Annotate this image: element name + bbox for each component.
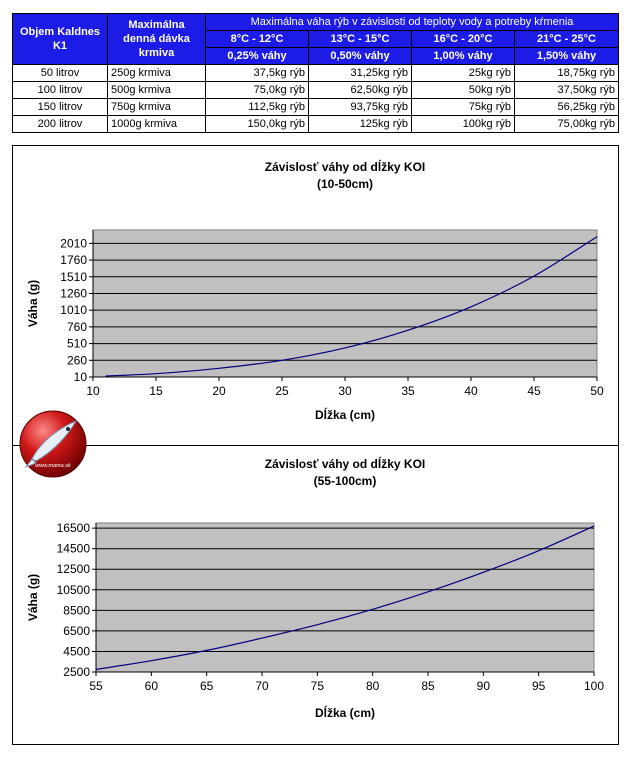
weight-length-chart-large: 2500 4500 6500 8500 10500 12500 14500 16500 55 60… (26, 456, 604, 720)
cell-value: 75kg rýb (411, 98, 515, 116)
cell-value: 56,25kg rýb (513, 98, 620, 116)
x-tick-label: 75 (311, 679, 325, 693)
x-tick-label: 95 (532, 679, 546, 693)
x-tick-label: 35 (401, 384, 415, 398)
fish-icon (24, 419, 78, 469)
feeding-table: Objem Kaldnes K1 Maximálna denná dávka k… (12, 13, 620, 133)
cell-feed: 500g krmiva (107, 81, 206, 99)
header-max-weight: Maximálna váha rýb v závislosti od teplo… (204, 13, 620, 31)
charts-frame: 10 260 510 760 1010 1260 1510 1760 2010 10 15 20 25 3… (12, 145, 619, 745)
x-tick-label: 50 (590, 384, 604, 398)
table-row: 50 litrov 250g krmiva 37,5kg rýb 31,25kg… (12, 64, 620, 82)
cell-volume: 50 litrov (12, 64, 108, 82)
cell-value: 100kg rýb (411, 115, 515, 133)
x-tick-label: 10 (86, 384, 100, 398)
cell-value: 25kg rýb (411, 64, 515, 82)
x-tick-label: 15 (149, 384, 163, 398)
table-row: 200 litrov 1000g krmiva 150,0kg rýb 125k… (12, 115, 620, 133)
y-axis-label: Váha (g) (26, 280, 40, 327)
chart-subtitle: (10-50cm) (317, 177, 373, 191)
cell-value: 62,50kg rýb (308, 81, 412, 99)
cell-volume: 150 litrov (12, 98, 108, 116)
chart-title: Závislosť váhy od dĺžky KOI (265, 456, 425, 471)
cell-volume: 100 litrov (12, 81, 108, 99)
y-tick-label: 1010 (60, 303, 87, 317)
table-row: 150 litrov 750g krmiva 112,5kg rýb 93,75… (12, 98, 620, 116)
cell-value: 112,5kg rýb (205, 98, 309, 116)
cell-feed: 1000g krmiva (107, 115, 206, 133)
series-line (95, 525, 595, 670)
cell-value: 18,75kg rýb (513, 64, 620, 82)
cell-value: 37,5kg rýb (205, 64, 309, 82)
cell-value: 31,25kg rýb (308, 64, 412, 82)
x-tick-label: 80 (366, 679, 380, 693)
table-header-row: Objem Kaldnes K1 Maximálna denná dávka k… (12, 13, 620, 65)
y-tick-label: 12500 (57, 562, 91, 576)
plot-area (95, 522, 595, 673)
header-temp: 16°C - 20°C (411, 30, 515, 48)
x-tick-label: 30 (338, 384, 352, 398)
y-tick-label: 1260 (60, 286, 87, 300)
x-tick-label: 60 (145, 679, 159, 693)
table-temp-row: 8°C - 12°C 13°C - 15°C 16°C - 20°C 21°C … (13, 30, 620, 48)
x-tick-label: 25 (275, 384, 289, 398)
logo-text: www.mama.sk (35, 463, 71, 469)
y-tick-label: 260 (67, 353, 87, 367)
y-tick-label: 10500 (57, 583, 91, 597)
x-tick-label: 40 (464, 384, 478, 398)
header-pct: 1,00% váhy (411, 47, 515, 65)
header-pct: 1,50% váhy (513, 47, 620, 65)
header-temp: 13°C - 15°C (308, 30, 412, 48)
y-tick-label: 16500 (57, 521, 91, 535)
x-tick-label: 100 (584, 679, 604, 693)
header-volume: Objem Kaldnes K1 (12, 13, 108, 65)
x-tick-label: 20 (212, 384, 226, 398)
series-line (105, 236, 598, 377)
header-daily-feed: Maximálna denná dávka krmiva (107, 13, 206, 65)
chart-title: Závislosť váhy od dĺžky KOI (265, 159, 425, 174)
cell-value: 50kg rýb (411, 81, 515, 99)
x-tick-label: 65 (200, 679, 214, 693)
x-tick-label: 55 (89, 679, 103, 693)
y-tick-label: 1510 (60, 270, 87, 284)
y-tick-label: 8500 (63, 603, 90, 617)
chart-subtitle: (55-100cm) (314, 474, 377, 488)
cell-value: 75,0kg rýb (205, 81, 309, 99)
x-tick-label: 45 (527, 384, 541, 398)
y-tick-label: 2010 (60, 236, 87, 250)
cell-feed: 250g krmiva (107, 64, 206, 82)
table-row: 100 litrov 500g krmiva 75,0kg rýb 62,50k… (12, 81, 620, 99)
x-tick-label: 90 (477, 679, 491, 693)
site-logo: www.mama.sk (19, 410, 87, 478)
x-axis-label: Dĺžka (cm) (315, 705, 375, 720)
cell-value: 37,50kg rýb (513, 81, 620, 99)
y-tick-label: 2500 (63, 665, 90, 679)
y-axis-label: Váha (g) (26, 574, 40, 621)
plot-area (92, 229, 598, 378)
y-tick-label: 1760 (60, 253, 87, 267)
x-tick-label: 85 (421, 679, 435, 693)
header-temp: 21°C - 25°C (513, 30, 620, 48)
x-axis-label: Dĺžka (cm) (315, 407, 375, 422)
cell-value: 150,0kg rýb (205, 115, 309, 133)
y-tick-label: 10 (74, 370, 88, 384)
cell-feed: 750g krmiva (107, 98, 206, 116)
y-tick-label: 510 (67, 337, 87, 351)
cell-value: 93,75kg rýb (308, 98, 412, 116)
y-tick-label: 6500 (63, 624, 90, 638)
x-tick-label: 70 (255, 679, 269, 693)
y-tick-label: 14500 (57, 542, 91, 556)
header-pct: 0,50% váhy (308, 47, 412, 65)
y-tick-label: 4500 (63, 644, 90, 658)
y-tick-label: 760 (67, 320, 87, 334)
chart-divider (13, 445, 618, 446)
cell-value: 75,00kg rýb (513, 115, 620, 133)
cell-value: 125kg rýb (308, 115, 412, 133)
header-pct: 0,25% váhy (205, 47, 309, 65)
header-temp: 8°C - 12°C (205, 30, 309, 48)
cell-volume: 200 litrov (12, 115, 108, 133)
